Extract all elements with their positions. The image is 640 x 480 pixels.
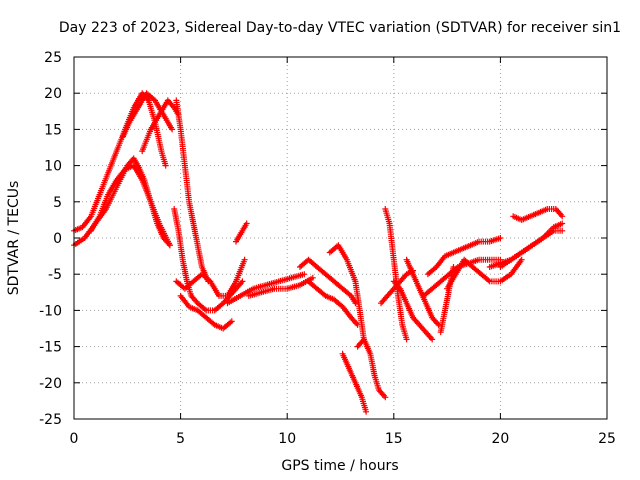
series-markers bbox=[88, 162, 173, 249]
x-tick-label: 5 bbox=[176, 431, 185, 447]
series-markers bbox=[390, 278, 436, 343]
y-tick-label: 25 bbox=[44, 50, 62, 66]
series-arc-20 bbox=[390, 278, 436, 343]
series-arc-6 bbox=[173, 97, 212, 285]
grid bbox=[74, 57, 607, 419]
y-tick-label: 5 bbox=[53, 195, 62, 211]
series-markers bbox=[224, 271, 308, 307]
y-tick-labels: -25 -20 -15 -10 -5 0 5 10 15 20 25 bbox=[39, 50, 62, 428]
series-arc-28 bbox=[497, 220, 566, 270]
x-tick-label: 0 bbox=[70, 431, 79, 447]
y-tick-label: 10 bbox=[44, 159, 62, 175]
y-tick-label: 15 bbox=[44, 122, 62, 138]
y-tick-label: -10 bbox=[39, 303, 62, 319]
y-tick-label: -5 bbox=[48, 267, 62, 283]
series-arc-7 bbox=[171, 206, 246, 314]
series-markers bbox=[177, 292, 235, 332]
series-markers bbox=[424, 235, 504, 278]
plot-area bbox=[71, 90, 566, 415]
series-markers bbox=[354, 336, 389, 401]
y-axis-label: SDTVAR / TECUs bbox=[6, 181, 22, 296]
series-markers bbox=[173, 256, 248, 299]
axis-ticks bbox=[73, 56, 608, 420]
x-axis-label: GPS time / hours bbox=[281, 458, 398, 474]
y-tick-label: -15 bbox=[39, 340, 62, 356]
series-markers bbox=[305, 278, 361, 328]
plot-frame bbox=[73, 56, 608, 420]
series-markers bbox=[510, 206, 566, 223]
series-markers bbox=[339, 350, 370, 415]
y-tick-label: 0 bbox=[53, 231, 62, 247]
series-markers bbox=[139, 97, 182, 155]
series-arc-9 bbox=[177, 292, 235, 332]
y-tick-label: -25 bbox=[39, 412, 62, 428]
series-markers bbox=[171, 206, 246, 314]
x-tick-label: 25 bbox=[598, 431, 616, 447]
series-arc-25 bbox=[437, 264, 457, 336]
chart-title: Day 223 of 2023, Sidereal Day-to-day VTE… bbox=[59, 20, 621, 36]
series-arc-15 bbox=[326, 242, 367, 343]
series-markers bbox=[326, 242, 367, 343]
x-tick-label: 15 bbox=[385, 431, 403, 447]
series-arc-14 bbox=[305, 278, 361, 328]
series-arc-5 bbox=[139, 97, 182, 155]
series-markers bbox=[297, 256, 359, 307]
series-markers bbox=[233, 220, 250, 245]
x-tick-label: 10 bbox=[278, 431, 296, 447]
series-arc-13 bbox=[297, 256, 359, 307]
series-arc-16 bbox=[339, 350, 370, 415]
series-arc-8 bbox=[173, 256, 248, 299]
series-arc-11 bbox=[224, 271, 308, 307]
x-tick-label: 20 bbox=[491, 431, 509, 447]
series-markers bbox=[437, 264, 457, 336]
series-markers bbox=[497, 220, 566, 270]
y-tick-label: 20 bbox=[44, 86, 62, 102]
series-arc-3 bbox=[88, 162, 173, 249]
series-markers bbox=[444, 256, 525, 292]
series-arc-17 bbox=[354, 336, 389, 401]
series-arc-27 bbox=[510, 206, 566, 223]
series-arc-10 bbox=[233, 220, 250, 245]
x-tick-labels: 0 5 10 15 20 25 bbox=[70, 431, 616, 447]
series-markers bbox=[173, 97, 212, 285]
series-arc-24 bbox=[444, 256, 525, 292]
series-arc-22 bbox=[424, 235, 504, 278]
y-tick-label: -20 bbox=[39, 376, 62, 392]
